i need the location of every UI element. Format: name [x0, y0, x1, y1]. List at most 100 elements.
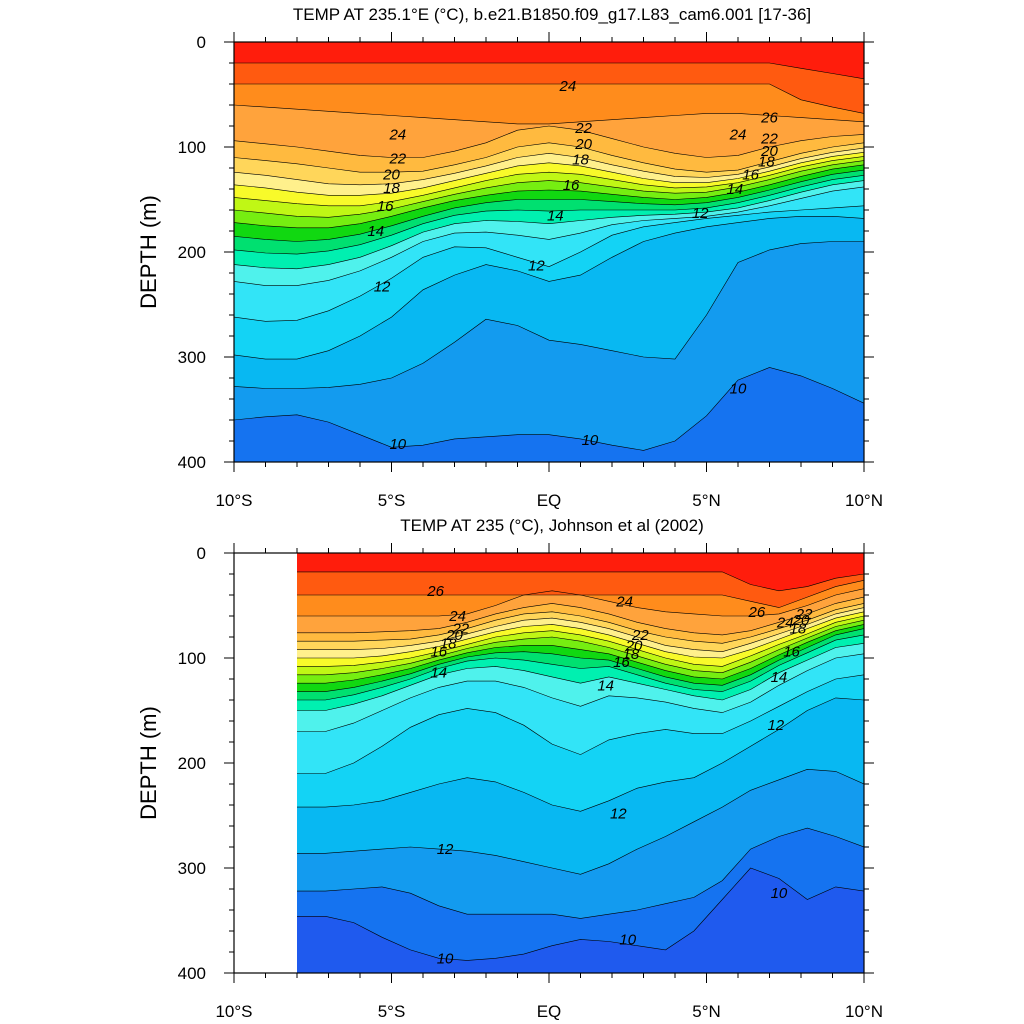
contour-label: 18 [758, 154, 775, 171]
contour-field [297, 553, 864, 973]
contour-label: 18 [383, 180, 400, 197]
contour-label: 24 [615, 593, 633, 610]
isotherm-10-line [234, 367, 864, 451]
isotherm-27-line [297, 571, 864, 592]
x-tick-label: 5°N [692, 1002, 721, 1021]
isotherm-21-line [234, 152, 864, 196]
contour-label: 16 [377, 198, 394, 215]
isotherm-9-line [297, 867, 864, 961]
contour-field [234, 42, 864, 462]
contour-label: 20 [625, 637, 643, 654]
y-tick-label: 100 [178, 649, 206, 668]
contour-label: 24 [448, 608, 466, 625]
isotherm-25-line [297, 588, 864, 617]
contour-label: 20 [382, 166, 400, 183]
isotherm-25-line [234, 104, 864, 125]
y-tick-label: 100 [178, 138, 206, 157]
contour-label: 20 [760, 143, 778, 160]
contour-label: 12 [437, 841, 454, 858]
model-temperature-panel: TEMP AT 235.1°E (°C), b.e21.B1850.f09_g1… [136, 5, 883, 510]
temperature-band-above-27 [234, 42, 864, 79]
y-tick-label: 400 [178, 964, 206, 983]
isotherm-11-line [297, 768, 864, 875]
isotherm-15-line [234, 180, 864, 270]
x-tick-label: 10°N [845, 491, 883, 510]
x-tick-label: 5°N [692, 491, 721, 510]
y-tick-label: 400 [178, 453, 206, 472]
isotherm-19-line [234, 160, 864, 218]
contour-label: 20 [445, 627, 463, 644]
contour-label: 24 [559, 78, 577, 95]
isotherm-16-line [234, 175, 864, 255]
isotherm-20-line [234, 156, 864, 207]
contour-label: 24 [729, 126, 747, 143]
y-tick-label: 0 [197, 544, 206, 563]
contour-label: 18 [440, 635, 457, 652]
contour-label: 12 [374, 279, 391, 296]
contour-label: 10 [389, 436, 406, 453]
contour-label: 12 [528, 258, 545, 275]
contour-label: 12 [692, 205, 709, 222]
isotherm-20-line [297, 615, 864, 667]
isotherm-24-line [297, 596, 864, 636]
contour-label: 14 [367, 223, 384, 240]
contour-label: 22 [760, 131, 778, 148]
contour-label: 14 [771, 669, 788, 686]
contour-label: 16 [742, 166, 759, 183]
contour-label: 16 [613, 654, 630, 671]
contour-label: 20 [792, 612, 810, 629]
contour-label: 18 [623, 646, 640, 663]
y-axis-title: DEPTH (m) [136, 706, 161, 820]
isotherm-15-line [297, 643, 864, 711]
contour-label: 22 [451, 621, 469, 638]
contour-label: 22 [795, 606, 813, 623]
x-tick-label: 5°S [378, 1002, 406, 1021]
panel-title: TEMP AT 235.1°E (°C), b.e21.B1850.f09_g1… [293, 5, 811, 24]
isotherm-26-line [234, 83, 864, 114]
contour-label: 10 [619, 931, 636, 948]
y-tick-label: 0 [197, 33, 206, 52]
y-tick-label: 300 [178, 348, 206, 367]
contour-label: 10 [730, 381, 747, 398]
contour-label: 16 [430, 644, 447, 661]
contour-label: 12 [767, 717, 784, 734]
isotherm-14-line [234, 186, 864, 286]
contour-label: 22 [574, 120, 592, 137]
isotherm-10-line [297, 827, 864, 919]
contour-label: 26 [748, 604, 766, 621]
isotherm-19-line [297, 619, 864, 676]
contour-label: 24 [388, 126, 406, 143]
isotherm-13-line [297, 674, 864, 774]
x-tick-label: 5°S [378, 491, 406, 510]
x-tick-label: 10°N [845, 1002, 883, 1021]
isotherm-23-line [234, 142, 864, 173]
contour-label: 18 [790, 621, 807, 638]
isotherm-21-line [297, 611, 864, 659]
x-tick-label: EQ [537, 491, 562, 510]
y-tick-label: 300 [178, 859, 206, 878]
contour-label: 16 [563, 177, 580, 194]
contour-label: 22 [388, 151, 406, 168]
isotherm-22-line [234, 147, 864, 186]
panel-title: TEMP AT 235 (°C), Johnson et al (2002) [400, 516, 704, 535]
observed-temperature-panel: TEMP AT 235 (°C), Johnson et al (2002) 2… [136, 516, 883, 1021]
contour-label: 26 [426, 583, 444, 600]
isotherm-18-line [234, 164, 864, 229]
isotherm-17-line [297, 628, 864, 692]
x-tick-label: EQ [537, 1002, 562, 1021]
isotherm-22-line [297, 607, 864, 653]
isotherm-13-line [234, 205, 864, 322]
isotherm-24-line [234, 125, 864, 158]
isotherm-17-line [234, 169, 864, 242]
contour-label: 10 [582, 432, 599, 449]
contour-label: 14 [547, 207, 564, 224]
isotherm-12-line [234, 216, 864, 360]
contour-label: 16 [783, 644, 800, 661]
contour-label: 14 [727, 181, 744, 198]
contour-label: 22 [631, 627, 649, 644]
y-tick-label: 200 [178, 754, 206, 773]
isotherm-27-line [234, 62, 864, 80]
isotherm-14-line [297, 653, 864, 732]
contour-label: 14 [597, 677, 614, 694]
